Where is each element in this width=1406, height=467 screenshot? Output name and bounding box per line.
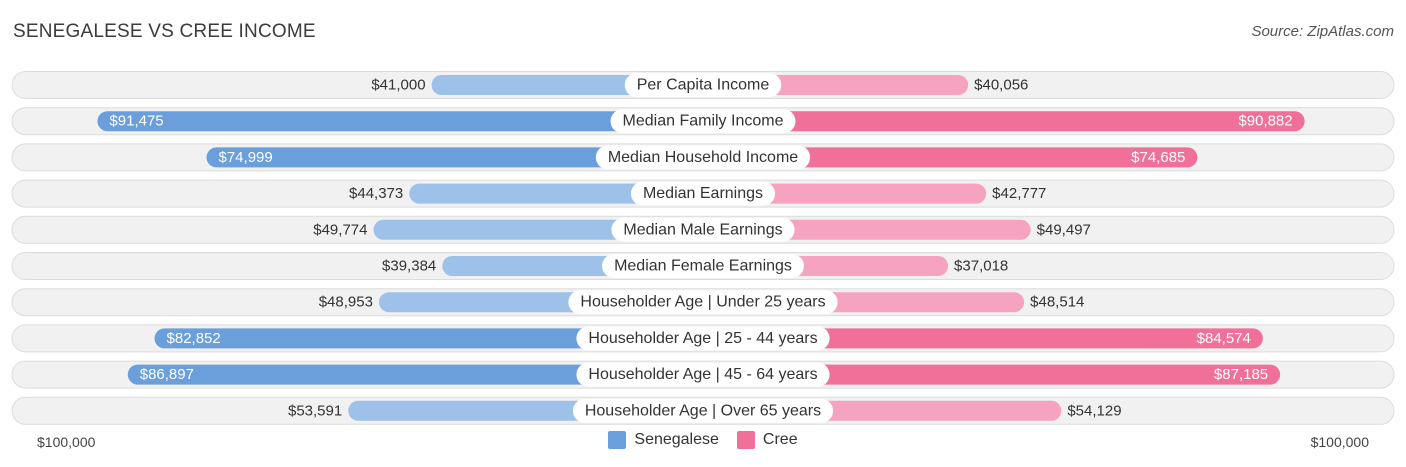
axis-right-max-label: $100,000 — [1310, 434, 1369, 450]
value-label-senegalese: $49,774 — [313, 221, 367, 238]
category-pill — [611, 217, 795, 242]
category-pill — [576, 326, 830, 351]
chart-title: SENEGALESE VS CREE INCOME — [13, 21, 316, 42]
bar-cree — [703, 364, 1281, 385]
chart-row: $44,373 $42,777 Median Earnings — [11, 179, 1395, 208]
category-label: Householder Age | Under 25 years — [580, 294, 825, 311]
value-label-cree: $87,185 — [1214, 366, 1268, 383]
value-label-cree: $37,018 — [954, 258, 1008, 275]
chart-row: $49,774 $49,497 Median Male Earnings — [11, 215, 1395, 244]
category-pill — [630, 181, 776, 206]
axis-left-max-label: $100,000 — [37, 434, 96, 450]
legend-item-senegalese: Senegalese — [608, 431, 719, 449]
bar-senegalese — [127, 364, 703, 385]
chart-row: $53,591 $54,129 Householder Age | Over 65 … — [11, 396, 1395, 425]
legend-label-cree: Cree — [762, 431, 798, 448]
value-label-cree: $49,497 — [1037, 221, 1091, 238]
value-label-cree: $40,056 — [974, 77, 1028, 94]
chart-row: $82,852 $84,574 Householder Age | 25 - 44 … — [11, 324, 1395, 353]
bar-cree — [703, 147, 1198, 168]
value-label-cree: $90,882 — [1238, 113, 1292, 130]
category-label: Median Household Income — [608, 149, 798, 166]
value-label-senegalese: $91,475 — [109, 113, 163, 130]
bar-cree — [703, 328, 1263, 349]
legend-label-senegalese: Senegalese — [634, 431, 719, 448]
value-label-senegalese: $41,000 — [371, 77, 425, 94]
value-label-cree: $84,574 — [1197, 330, 1251, 347]
bar-senegalese — [97, 111, 704, 132]
bar-cree — [703, 111, 1305, 132]
value-label-senegalese: $44,373 — [349, 185, 403, 202]
category-label: Householder Age | 25 - 44 years — [588, 330, 817, 347]
legend-item-cree: Cree — [736, 431, 798, 449]
category-label: Median Male Earnings — [623, 221, 782, 238]
bar-senegalese — [154, 328, 703, 349]
chart-row: $74,999 $74,685 Median Household Income — [11, 143, 1395, 172]
category-label: Median Female Earnings — [614, 258, 792, 275]
legend: Senegalese Cree — [0, 431, 1406, 449]
category-pill — [602, 254, 804, 278]
value-label-senegalese: $82,852 — [167, 330, 221, 347]
value-label-senegalese: $48,953 — [319, 294, 373, 311]
value-label-senegalese: $53,591 — [288, 402, 342, 419]
source-credit: Source: ZipAtlas.com — [1251, 23, 1394, 40]
category-pill — [568, 290, 838, 315]
value-label-senegalese: $39,384 — [382, 258, 436, 275]
category-label: Per Capita Income — [637, 77, 770, 94]
legend-swatch-senegalese — [608, 431, 627, 449]
value-label-cree: $54,129 — [1067, 402, 1121, 419]
legend-swatch-cree — [736, 431, 755, 449]
value-label-cree: $42,777 — [992, 185, 1046, 202]
category-pill — [572, 398, 834, 423]
chart-row: $86,897 $87,185 Householder Age | 45 - 64 … — [11, 360, 1395, 389]
category-label: Householder Age | Over 65 years — [585, 402, 821, 419]
chart-row: $48,953 $48,514 Householder Age | Under 25… — [11, 288, 1395, 317]
value-label-cree: $48,514 — [1030, 294, 1084, 311]
value-label-cree: $74,685 — [1131, 149, 1185, 166]
category-label: Median Family Income — [623, 113, 784, 130]
category-label: Householder Age | 45 - 64 years — [588, 366, 817, 383]
category-pill — [595, 145, 811, 170]
value-label-senegalese: $74,999 — [219, 149, 273, 166]
bar-senegalese — [409, 183, 703, 204]
category-pill — [610, 109, 796, 134]
value-label-senegalese: $86,897 — [140, 366, 194, 383]
bar-senegalese — [206, 147, 703, 168]
category-pill — [576, 362, 830, 387]
chart-row: $91,475 $90,882 Median Family Income — [11, 107, 1395, 136]
category-label: Median Earnings — [643, 185, 763, 202]
category-pill — [624, 73, 782, 97]
chart-row: $39,384 $37,018 Median Female Earnings — [11, 252, 1395, 280]
chart-row: $41,000 $40,056 Per Capita Income — [11, 71, 1395, 99]
